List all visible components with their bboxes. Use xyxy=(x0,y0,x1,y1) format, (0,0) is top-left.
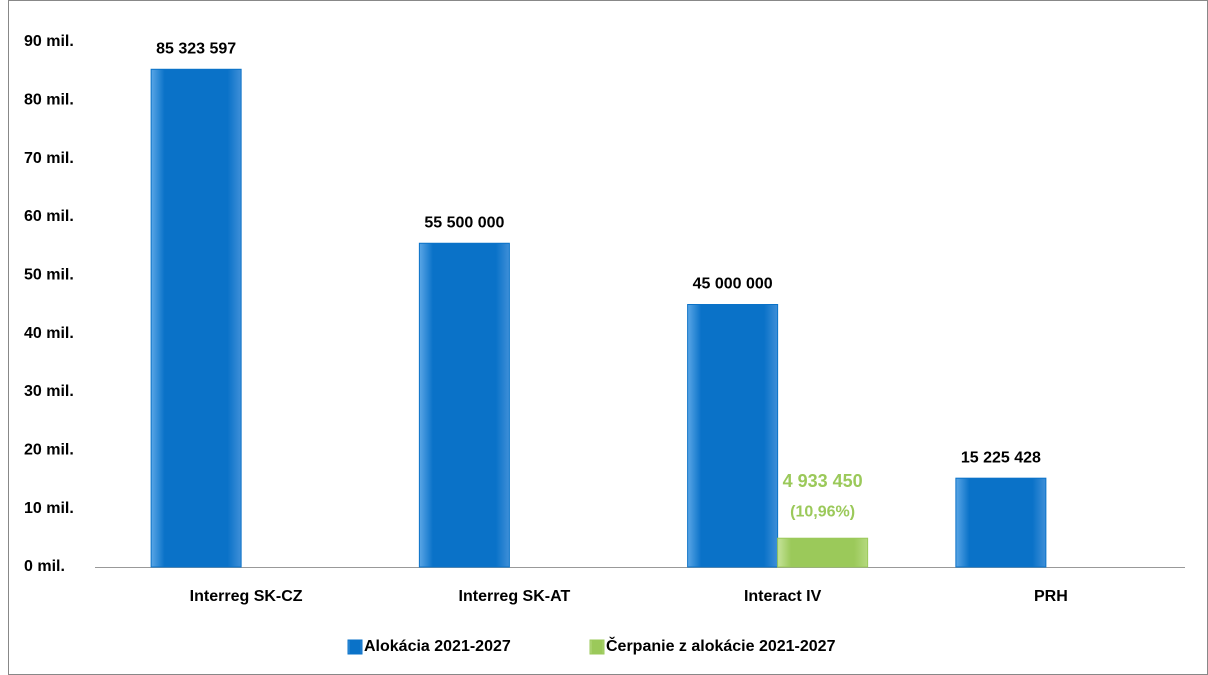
bar xyxy=(418,242,510,568)
y-tick-label: 50 mil. xyxy=(24,267,74,284)
x-tick-label: Interact IV xyxy=(744,588,822,605)
legend-label: Alokácia 2021-2027 xyxy=(364,638,511,655)
bar xyxy=(955,477,1047,568)
legend-swatch xyxy=(347,639,363,655)
bar xyxy=(687,304,779,568)
value-label: 15 225 428 xyxy=(961,449,1041,466)
legend-swatch xyxy=(589,639,605,655)
y-tick-label: 80 mil. xyxy=(24,92,74,109)
y-tick-label: 40 mil. xyxy=(24,325,74,342)
y-tick-label: 90 mil. xyxy=(24,33,74,50)
bar xyxy=(150,68,242,568)
x-tick-label: Interreg SK-AT xyxy=(459,588,571,605)
legend-label: Čerpanie z alokácie 2021-2027 xyxy=(606,636,836,655)
x-tick-label: PRH xyxy=(1034,588,1068,605)
bar xyxy=(777,537,869,568)
y-tick-label: 60 mil. xyxy=(24,208,74,225)
value-label: 55 500 000 xyxy=(424,214,504,231)
x-tick-label: Interreg SK-CZ xyxy=(190,588,303,605)
y-tick-label: 20 mil. xyxy=(24,442,74,459)
value-label: 85 323 597 xyxy=(156,40,236,57)
y-tick-label: 30 mil. xyxy=(24,383,74,400)
annotation: (10,96%) xyxy=(790,503,855,520)
y-tick-label: 70 mil. xyxy=(24,150,74,167)
value-label: 4 933 450 xyxy=(783,471,863,491)
y-tick-label: 0 mil. xyxy=(24,558,65,575)
y-tick-label: 10 mil. xyxy=(24,500,74,517)
value-label: 45 000 000 xyxy=(693,276,773,293)
